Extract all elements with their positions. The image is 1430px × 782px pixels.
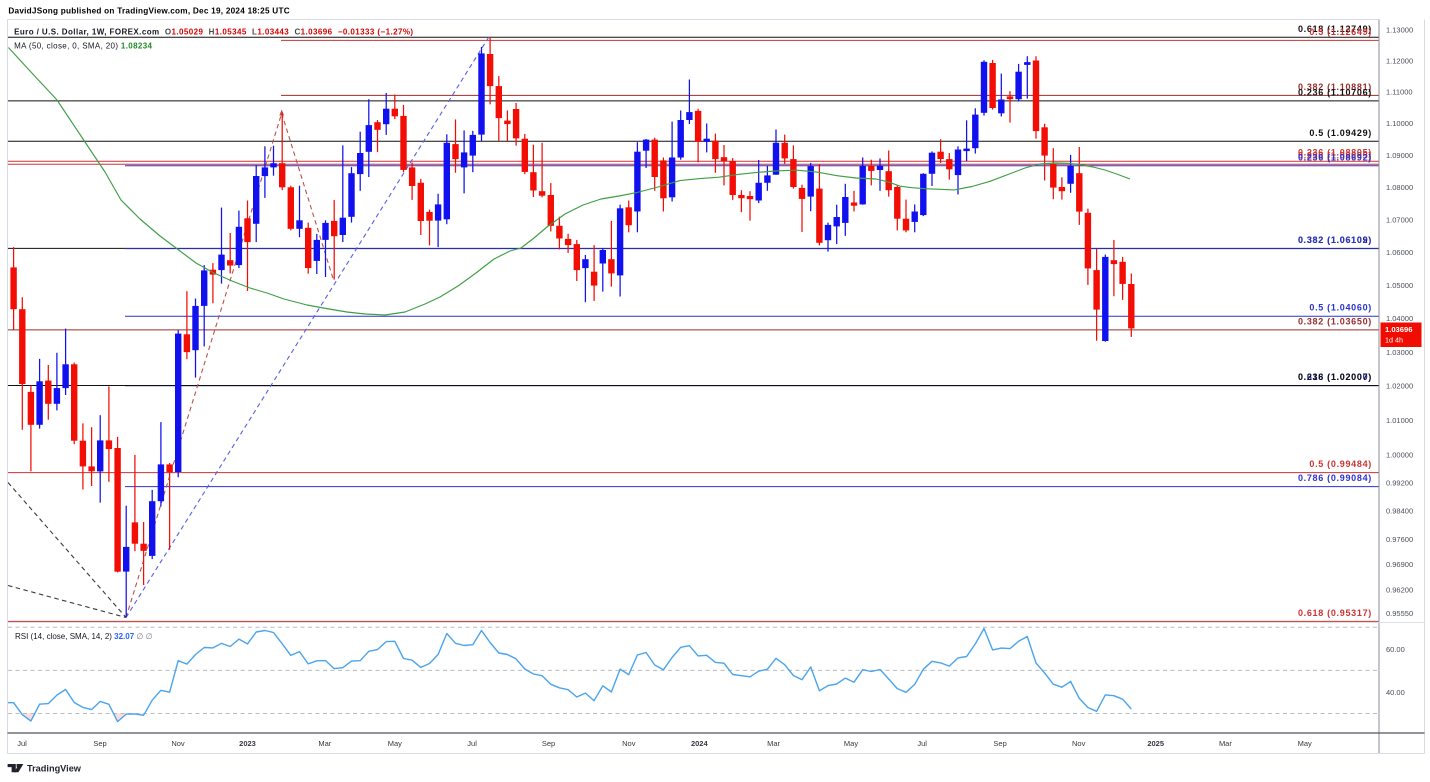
svg-text:0.236 (1.02007): 0.236 (1.02007) [1298, 372, 1372, 382]
svg-text:0.236 (1.08692): 0.236 (1.08692) [1298, 152, 1372, 162]
svg-text:Sep: Sep [93, 739, 106, 748]
svg-text:1d 4h: 1d 4h [1385, 335, 1403, 344]
svg-text:Jul: Jul [17, 739, 27, 748]
svg-text:0.98400: 0.98400 [1386, 507, 1413, 516]
svg-text:0.236 (1.08695): 0.236 (1.08695) [1298, 151, 1372, 161]
svg-text:0.96900: 0.96900 [1386, 560, 1413, 569]
svg-text:1.10000: 1.10000 [1386, 119, 1413, 128]
svg-text:Sep: Sep [542, 739, 555, 748]
svg-text:0.618 (1.02000): 0.618 (1.02000) [1298, 372, 1372, 382]
svg-text:1.09000: 1.09000 [1386, 151, 1413, 160]
svg-text:Mar: Mar [1219, 739, 1232, 748]
svg-text:May: May [1298, 739, 1312, 748]
svg-text:0.786 (0.99084): 0.786 (0.99084) [1298, 473, 1372, 483]
svg-text:0.236 (1.08805): 0.236 (1.08805) [1298, 148, 1372, 158]
svg-text:Euro / U.S. Dollar, 1W, FOREX.: Euro / U.S. Dollar, 1W, FOREX.com O1.050… [14, 28, 413, 37]
svg-text:1.06000: 1.06000 [1386, 248, 1413, 257]
svg-text:1.01000: 1.01000 [1386, 416, 1413, 425]
svg-text:0.5 (0.99484): 0.5 (0.99484) [1309, 459, 1372, 469]
svg-text:1.13000: 1.13000 [1386, 26, 1413, 35]
svg-text:1.12000: 1.12000 [1386, 57, 1413, 66]
svg-text:0.236 (1.10706): 0.236 (1.10706) [1298, 87, 1372, 97]
svg-text:0.5 (1.09429): 0.5 (1.09429) [1309, 128, 1372, 138]
svg-text:1.04000: 1.04000 [1386, 314, 1413, 323]
svg-text:DavidJSong published on Tradin: DavidJSong published on TradingView.com,… [8, 7, 289, 16]
svg-text:1.02000: 1.02000 [1386, 382, 1413, 391]
svg-text:0.96200: 0.96200 [1386, 585, 1413, 594]
svg-text:60.00: 60.00 [1386, 645, 1405, 654]
svg-text:Sep: Sep [993, 739, 1006, 748]
svg-text:40.00: 40.00 [1386, 688, 1405, 697]
svg-text:0.382 (1.03650): 0.382 (1.03650) [1298, 316, 1372, 326]
svg-text:1.11000: 1.11000 [1386, 88, 1413, 97]
svg-text:Nov: Nov [622, 739, 636, 748]
svg-text:Jul: Jul [467, 739, 477, 748]
svg-text:1.03696: 1.03696 [1385, 325, 1412, 334]
svg-text:0.5 (1.12649): 0.5 (1.12649) [1309, 27, 1372, 37]
svg-text:Mar: Mar [767, 739, 780, 748]
svg-text:1.08000: 1.08000 [1386, 183, 1413, 192]
svg-text:Nov: Nov [171, 739, 185, 748]
svg-text:2023: 2023 [239, 739, 256, 748]
svg-text:0.95550: 0.95550 [1386, 609, 1413, 618]
svg-text:MA (50, close, 0, SMA, 20) 1.0: MA (50, close, 0, SMA, 20) 1.08234 [14, 42, 152, 51]
svg-text:1.07000: 1.07000 [1386, 215, 1413, 224]
svg-text:0.382 (1.06102): 0.382 (1.06102) [1298, 235, 1372, 245]
svg-text:0.97600: 0.97600 [1386, 535, 1413, 544]
svg-text:0.618 (0.95317): 0.618 (0.95317) [1298, 608, 1372, 618]
svg-text:0.99200: 0.99200 [1386, 479, 1413, 488]
svg-text:0.618 (1.12749): 0.618 (1.12749) [1298, 24, 1372, 34]
svg-text:0.5 (1.04060): 0.5 (1.04060) [1309, 303, 1372, 313]
svg-text:Jul: Jul [917, 739, 927, 748]
svg-text:2024: 2024 [691, 739, 709, 748]
svg-text:RSI (14, close, SMA, 14, 2) 32: RSI (14, close, SMA, 14, 2) 32.07 ∅ ∅ [15, 632, 153, 641]
svg-text:1.05000: 1.05000 [1386, 281, 1413, 290]
svg-text:0.382 (1.06109): 0.382 (1.06109) [1298, 235, 1372, 245]
svg-text:2025: 2025 [1147, 739, 1164, 748]
svg-text:0.382 (1.10881): 0.382 (1.10881) [1298, 82, 1372, 92]
svg-text:May: May [388, 739, 402, 748]
svg-text:1.00000: 1.00000 [1386, 451, 1413, 460]
svg-text:Mar: Mar [318, 739, 331, 748]
svg-text:TradingView: TradingView [27, 764, 82, 774]
svg-text:1.03000: 1.03000 [1386, 348, 1413, 357]
svg-text:Nov: Nov [1072, 739, 1086, 748]
svg-text:May: May [844, 739, 858, 748]
